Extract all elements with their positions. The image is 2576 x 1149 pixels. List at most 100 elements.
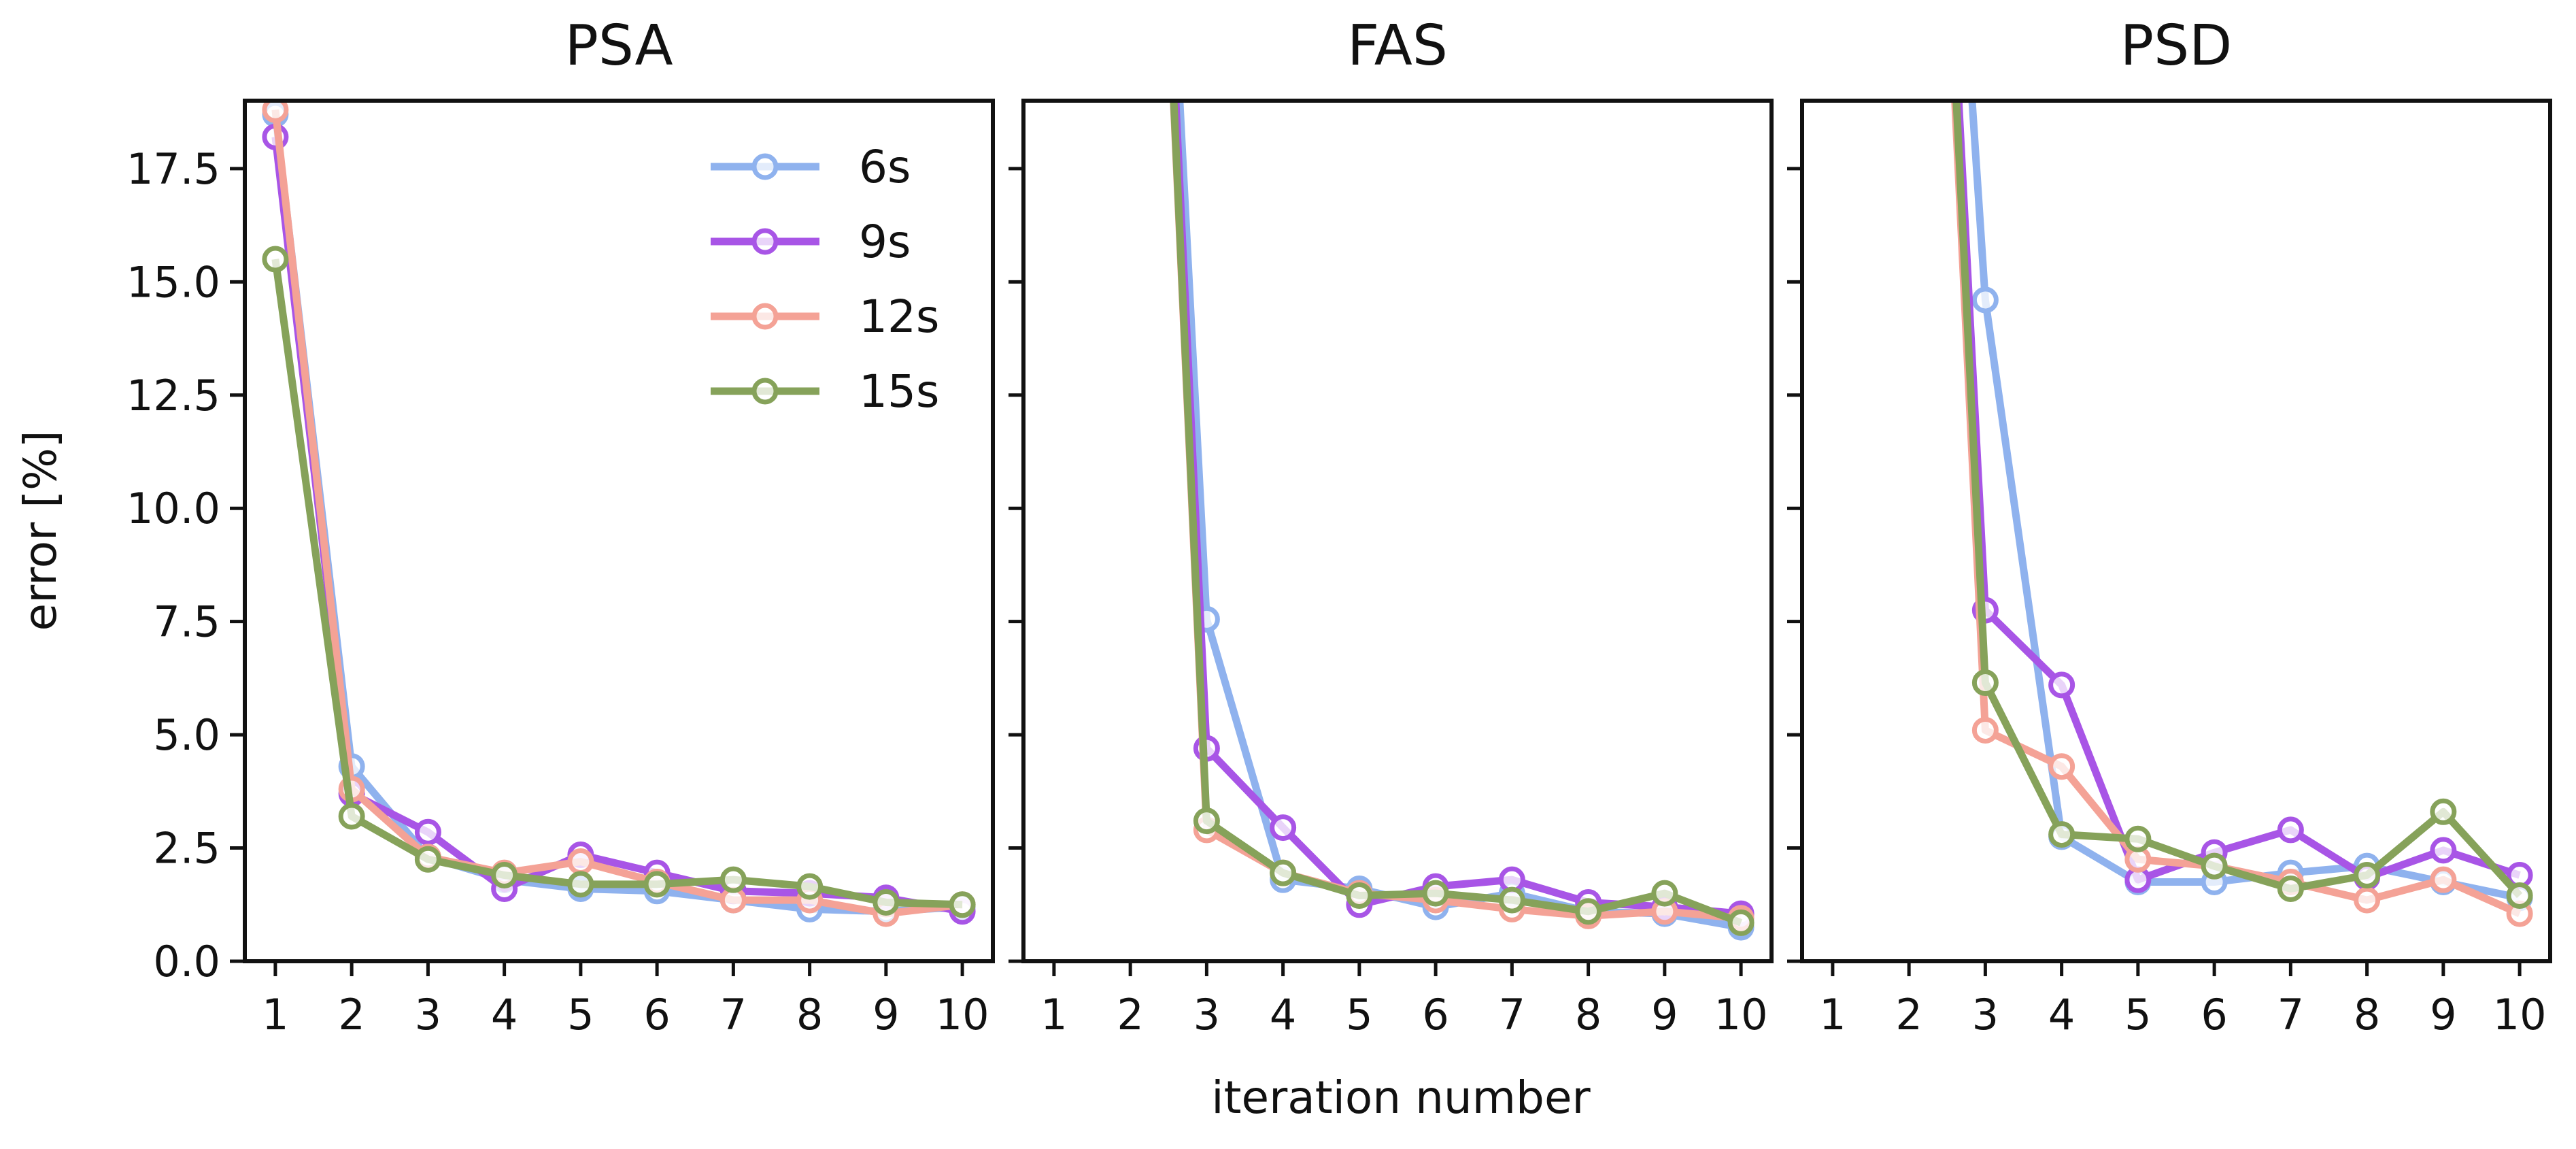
data-point-15s xyxy=(2048,821,2075,848)
data-point-15s xyxy=(338,803,365,830)
data-point-9s xyxy=(2430,837,2457,864)
data-point-15s xyxy=(1193,807,1220,835)
plot-area xyxy=(262,101,976,927)
legend-swatch-marker xyxy=(751,378,779,405)
y-tick-label: 0.0 xyxy=(153,937,220,986)
x-tick-label: 8 xyxy=(1575,990,1601,1039)
x-tick-label: 5 xyxy=(567,990,594,1039)
x-tick-label: 7 xyxy=(2277,990,2304,1039)
data-point-15s xyxy=(2277,875,2304,902)
legend-label: 12s xyxy=(859,290,939,343)
data-point-15s xyxy=(2124,825,2152,852)
legend-label: 15s xyxy=(859,365,939,418)
plot-area xyxy=(1170,101,1755,941)
data-point-15s xyxy=(1346,882,1373,909)
series-line-9s xyxy=(1954,101,2521,884)
legend: 6s 9s 12s 15s xyxy=(711,141,939,418)
panel-fas: FAS 1 2 3 4 5 6 7 8 9 10 xyxy=(1009,14,1774,1039)
x-tick-label: 5 xyxy=(2124,990,2151,1039)
data-point-15s xyxy=(1727,909,1755,936)
series-line-6s xyxy=(1968,101,2521,902)
data-point-15s xyxy=(719,866,747,893)
data-point-12s xyxy=(2354,886,2381,914)
x-tick-label: 4 xyxy=(491,990,518,1039)
data-point-15s xyxy=(2506,882,2533,909)
x-tick-label: 1 xyxy=(262,990,288,1039)
x-tick-label: 6 xyxy=(2201,990,2227,1039)
series-line-6s xyxy=(1176,101,1742,931)
legend-item-12s: 12s xyxy=(711,290,939,343)
data-point-15s xyxy=(1270,859,1297,886)
x-tick-label: 10 xyxy=(2493,990,2547,1039)
data-point-15s xyxy=(949,891,976,918)
y-tick-label: 5.0 xyxy=(153,710,220,760)
x-tick-label: 8 xyxy=(2354,990,2380,1039)
data-point-15s xyxy=(1422,880,1449,907)
data-point-15s xyxy=(2354,862,2381,888)
x-tick-label: 2 xyxy=(1117,990,1143,1039)
legend-label: 6s xyxy=(859,141,911,193)
data-point-12s xyxy=(262,101,289,123)
data-point-6s xyxy=(1971,286,1999,314)
panel-title: PSA xyxy=(564,14,673,78)
x-tick-label: 2 xyxy=(338,990,365,1039)
plot-area xyxy=(1951,101,2533,927)
y-tick-label: 12.5 xyxy=(126,371,220,420)
data-point-9s xyxy=(2048,671,2075,699)
data-point-15s xyxy=(872,888,900,916)
series-line-12s xyxy=(1170,101,1742,922)
x-tick-label: 1 xyxy=(1819,990,1846,1039)
series-line-12s xyxy=(1951,101,2522,918)
data-point-15s xyxy=(643,871,671,898)
series-line-15s xyxy=(1170,101,1743,927)
x-tick-label: 8 xyxy=(796,990,823,1039)
data-point-15s xyxy=(1575,898,1602,925)
y-tick-label: 7.5 xyxy=(153,597,220,647)
data-point-15s xyxy=(414,846,441,873)
x-tick-label: 6 xyxy=(643,990,670,1039)
data-point-15s xyxy=(2430,798,2457,825)
y-tick-label: 2.5 xyxy=(153,824,220,873)
legend-item-15s: 15s xyxy=(711,365,939,418)
axes-frame xyxy=(243,99,995,963)
legend-swatch-marker xyxy=(751,303,779,330)
x-tick-label: 4 xyxy=(2048,990,2075,1039)
x-tick-label: 7 xyxy=(1499,990,1525,1039)
x-tick-label: 9 xyxy=(1651,990,1678,1039)
panel-title: FAS xyxy=(1347,14,1448,78)
x-tick-label: 2 xyxy=(1895,990,1922,1039)
data-point-15s xyxy=(491,862,518,888)
data-point-15s xyxy=(796,873,824,900)
data-point-15s xyxy=(262,246,289,273)
series-line-15s xyxy=(271,259,963,909)
x-tick-label: 6 xyxy=(1422,990,1448,1039)
x-tick-label: 1 xyxy=(1040,990,1067,1039)
x-tick-label: 10 xyxy=(1714,990,1768,1039)
y-tick-label: 10.0 xyxy=(126,484,220,533)
axes-frame xyxy=(1800,99,2552,963)
x-tick-label: 3 xyxy=(415,990,441,1039)
series-line-15s xyxy=(1952,101,2523,899)
x-tick-label: 9 xyxy=(2430,990,2456,1039)
data-point-12s xyxy=(2048,753,2075,780)
legend-swatch-marker xyxy=(751,228,779,255)
x-tick-label: 4 xyxy=(1270,990,1296,1039)
data-point-15s xyxy=(1971,669,1999,697)
data-point-12s xyxy=(567,848,594,876)
data-point-12s xyxy=(2430,866,2457,893)
x-tick-label: 5 xyxy=(1346,990,1372,1039)
x-tick-label: 3 xyxy=(1972,990,1999,1039)
data-point-15s xyxy=(1498,886,1525,914)
x-tick-label: 10 xyxy=(936,990,989,1039)
legend-item-9s: 9s xyxy=(711,216,911,268)
legend-swatch-marker xyxy=(751,153,779,180)
data-point-9s xyxy=(414,818,441,846)
panel-title: PSD xyxy=(2120,14,2233,78)
x-axis-title: iteration number xyxy=(1211,1071,1591,1124)
x-tick-label: 9 xyxy=(872,990,899,1039)
legend-item-6s: 6s xyxy=(711,141,911,193)
series-line-12s xyxy=(271,109,963,918)
panel-psd: PSD 1 2 3 4 5 6 7 8 9 10 xyxy=(1787,14,2552,1039)
y-axis-title: error [%] xyxy=(14,431,67,631)
